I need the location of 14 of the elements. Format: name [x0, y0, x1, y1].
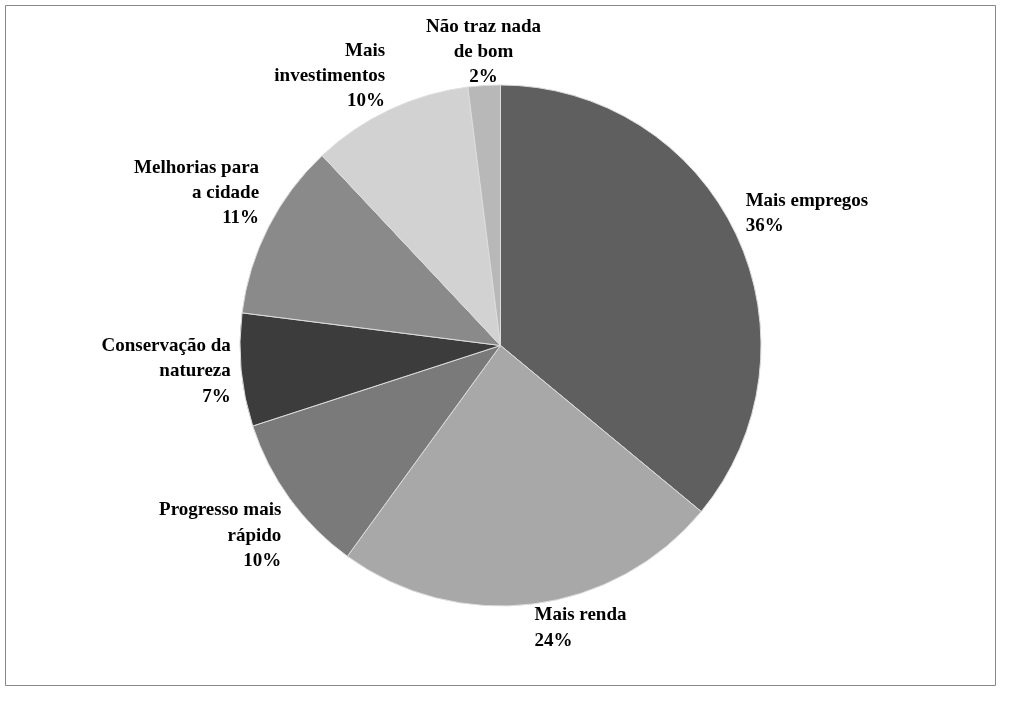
- data-label: 24%: [534, 628, 573, 650]
- slice-label: Mais empregos: [745, 188, 869, 210]
- slice-label: Não traz nada de bom: [425, 14, 542, 61]
- data-label: 11%: [222, 206, 260, 228]
- slice-label: Progresso mais rápido: [159, 498, 282, 545]
- slice-label: Melhorias para a cidade: [134, 156, 260, 203]
- data-label: 2%: [469, 65, 498, 87]
- slice-label: Mais investimentos: [274, 38, 386, 86]
- data-label: 10%: [347, 89, 386, 111]
- data-label: 36%: [745, 213, 784, 235]
- slice-label: Conservação da natureza: [101, 334, 232, 381]
- data-label: 7%: [202, 384, 231, 406]
- data-label: 10%: [243, 548, 282, 570]
- slice-label: Mais renda: [534, 603, 627, 625]
